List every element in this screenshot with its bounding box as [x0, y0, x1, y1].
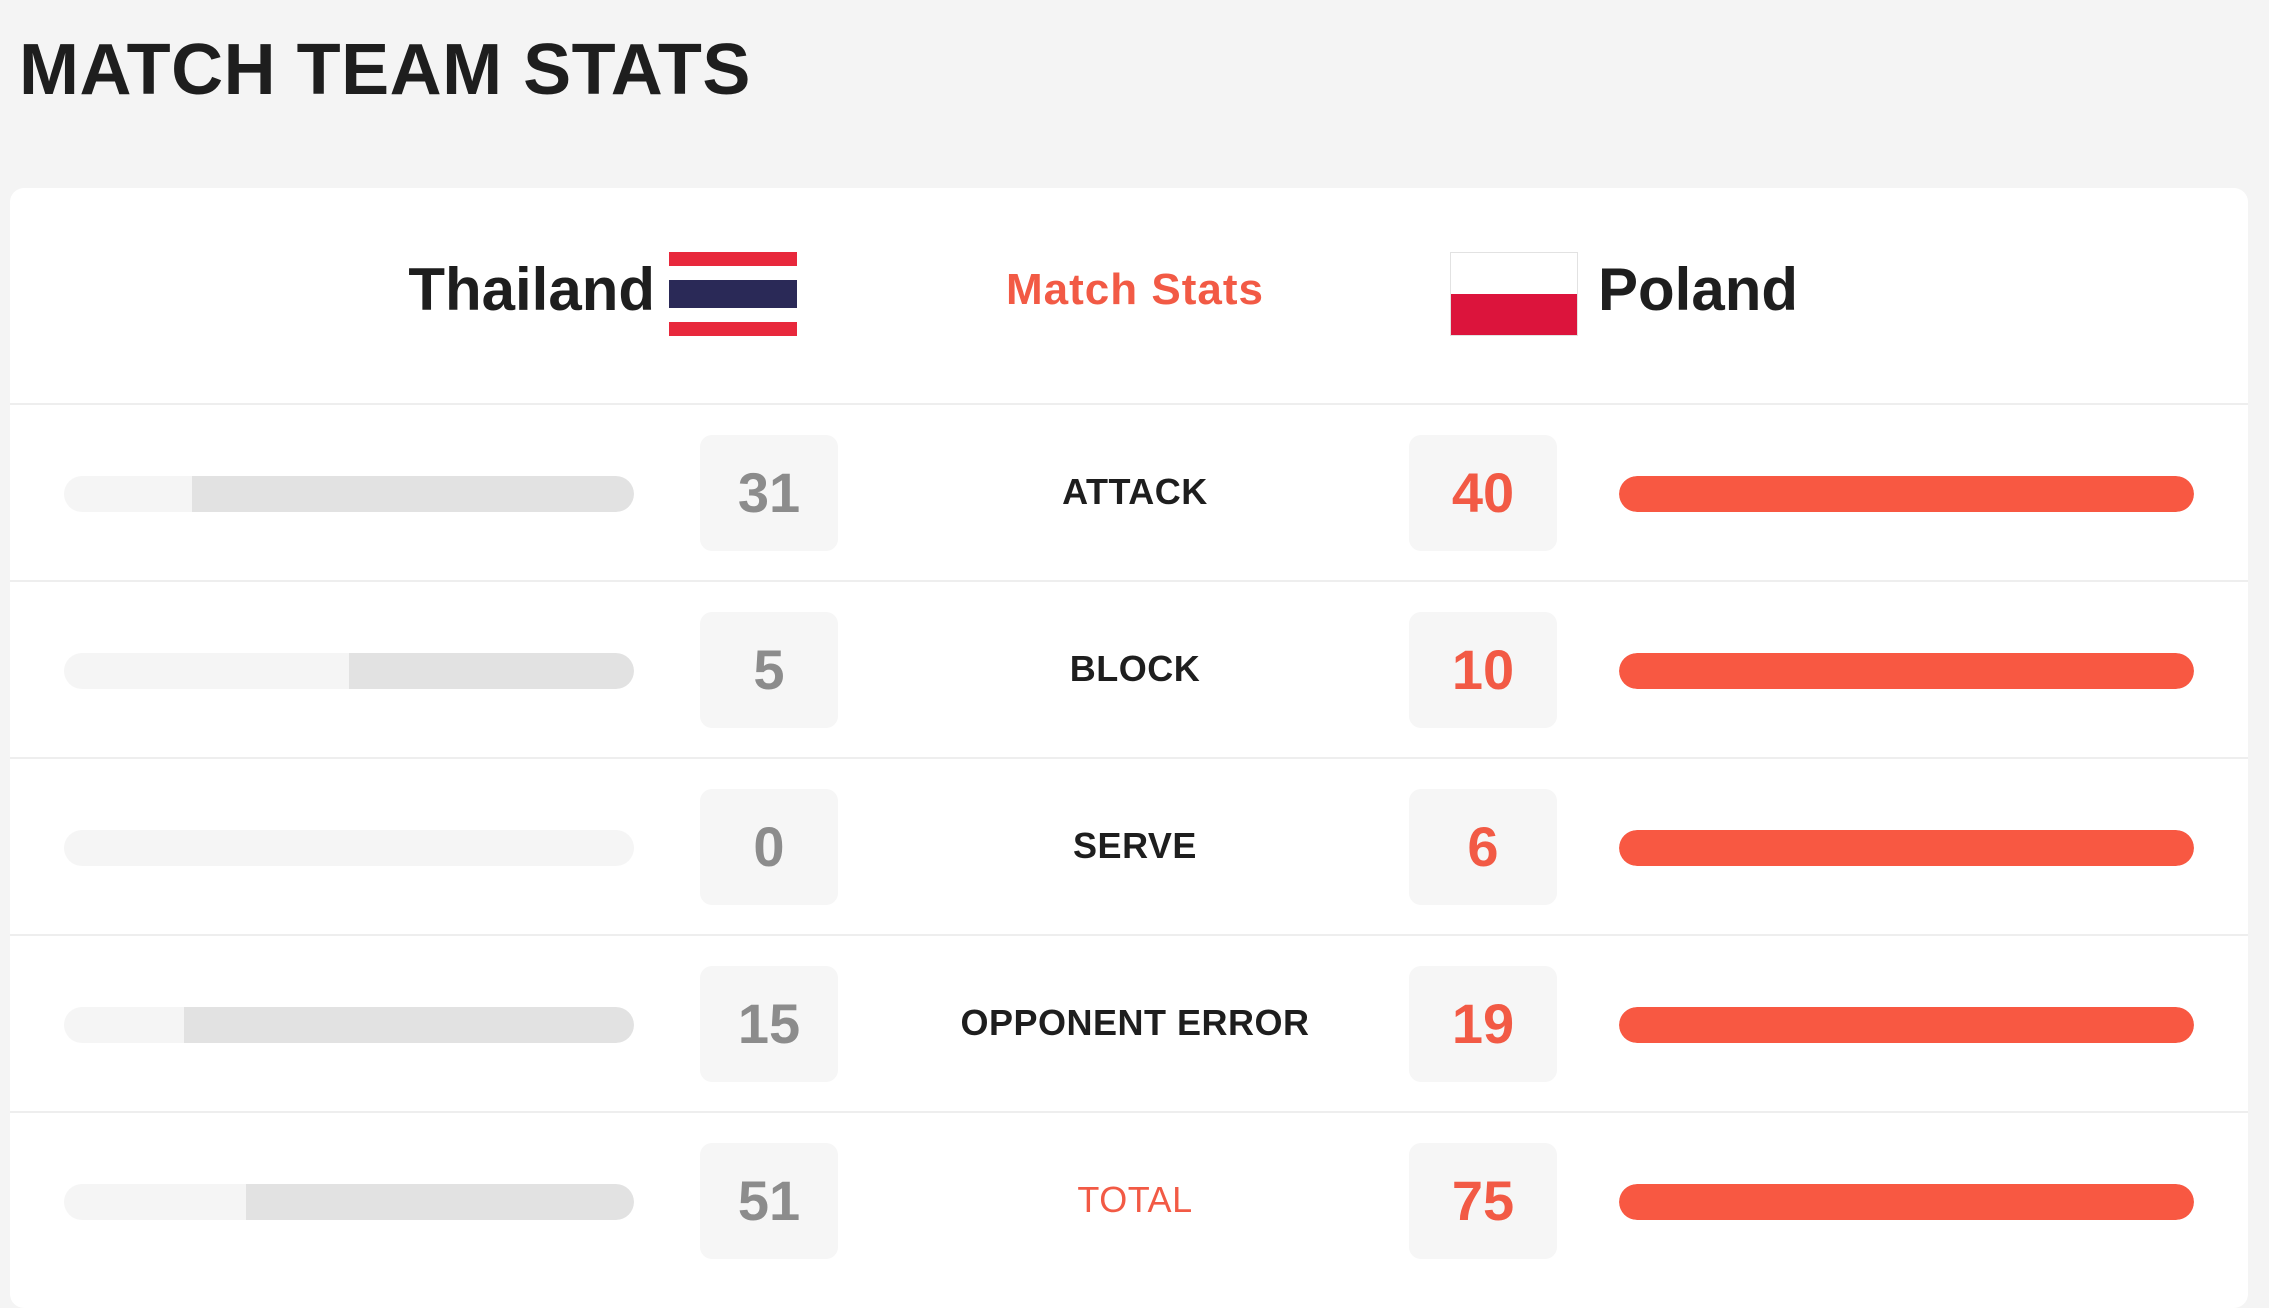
stat-label-total: TOTAL	[1077, 1179, 1193, 1220]
match-team-stats-card: Thailand Match Stats Poland 31 ATTACK 40	[10, 188, 2248, 1308]
home-bar-track	[64, 653, 634, 689]
away-bar-fill	[1619, 1007, 2194, 1043]
away-value: 6	[1409, 789, 1557, 905]
away-value: 19	[1409, 966, 1557, 1082]
away-value: 40	[1409, 435, 1557, 551]
away-bar-fill	[1619, 1184, 2194, 1220]
home-bar-track	[64, 830, 634, 866]
poland-flag-icon	[1450, 252, 1578, 336]
stat-label: SERVE	[1073, 825, 1197, 866]
home-bar-track	[64, 476, 634, 512]
home-bar-track	[64, 1184, 634, 1220]
thailand-flag-icon	[669, 252, 797, 336]
stat-row-block: 5 BLOCK 10	[10, 582, 2248, 759]
home-value: 31	[700, 435, 838, 551]
stat-row-opponent-error: 15 OPPONENT ERROR 19	[10, 936, 2248, 1113]
stat-label: OPPONENT ERROR	[960, 1002, 1310, 1043]
home-bar-fill	[349, 653, 634, 689]
away-bar-track	[1619, 653, 2194, 689]
away-bar-fill	[1619, 653, 2194, 689]
away-bar-track	[1619, 1007, 2194, 1043]
home-bar-track	[64, 1007, 634, 1043]
home-value: 5	[700, 612, 838, 728]
home-bar-fill	[246, 1184, 634, 1220]
stat-label: BLOCK	[1069, 648, 1201, 689]
away-bar-track	[1619, 830, 2194, 866]
home-bar-fill	[192, 476, 634, 512]
teams-header: Thailand Match Stats Poland	[10, 188, 2248, 405]
home-team-name: Thailand	[408, 256, 655, 323]
stat-row-total: 51 TOTAL 75	[10, 1113, 2248, 1288]
away-value: 75	[1409, 1143, 1557, 1259]
stat-row-serve: 0 SERVE 6	[10, 759, 2248, 936]
match-stats-label: Match Stats	[1006, 265, 1264, 314]
home-value: 15	[700, 966, 838, 1082]
away-bar-track	[1619, 1184, 2194, 1220]
page-title: MATCH TEAM STATS	[19, 30, 751, 110]
away-bar-fill	[1619, 830, 2194, 866]
home-value: 51	[700, 1143, 838, 1259]
away-bar-track	[1619, 476, 2194, 512]
stat-row-attack: 31 ATTACK 40	[10, 405, 2248, 582]
away-value: 10	[1409, 612, 1557, 728]
stat-label: ATTACK	[1062, 471, 1208, 512]
home-value: 0	[700, 789, 838, 905]
home-bar-fill	[184, 1007, 634, 1043]
away-bar-fill	[1619, 476, 2194, 512]
away-team-name: Poland	[1598, 256, 1799, 323]
